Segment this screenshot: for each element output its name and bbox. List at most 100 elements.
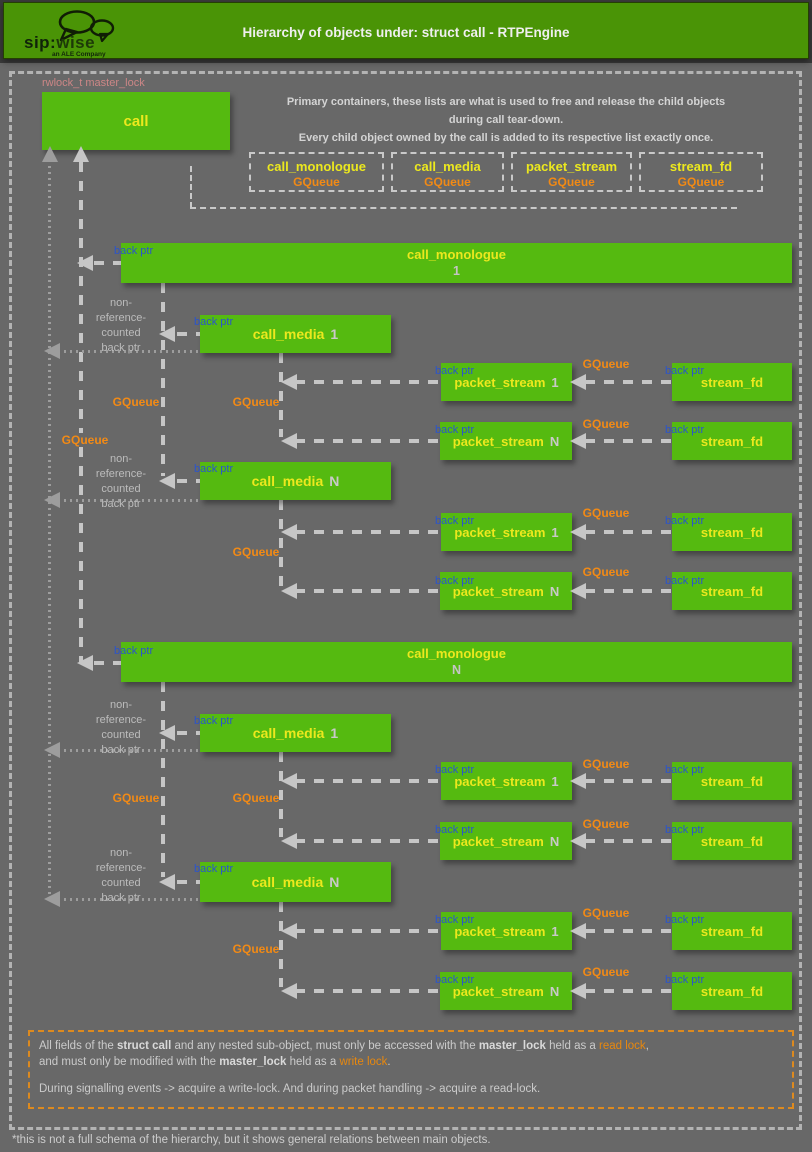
- stream-fd-box: stream_fd: [672, 822, 792, 860]
- non-ref-counted-backptr-label: non- reference- counted back ptr: [95, 847, 147, 904]
- left-arrow: [281, 524, 297, 540]
- gqueue-label: GQueue: [582, 757, 630, 771]
- median-streams-gqueue-line: [279, 500, 283, 587]
- backptr-dash: [94, 261, 121, 265]
- gqueue-label: GQueue: [582, 965, 630, 979]
- left-arrow: [570, 583, 586, 599]
- nonref-backptr-line: [52, 898, 200, 901]
- nonref-backptr-line: [52, 350, 200, 353]
- back-ptr-label: back ptr: [435, 365, 475, 377]
- left-arrow: [281, 433, 297, 449]
- packet-stream-n-box: packet_stream N: [440, 422, 572, 460]
- containers-bracket-vertical: [190, 166, 192, 208]
- back-ptr-label: back ptr: [114, 245, 154, 257]
- call-monologue-n-bar: call_monologue N: [121, 642, 792, 682]
- left-arrow: [159, 874, 175, 890]
- logo-subtitle: an ALE Company: [52, 51, 106, 58]
- gqueue-label: GQueue: [232, 942, 280, 956]
- backptr-dash: [177, 479, 200, 483]
- median-streams-gqueue-line: [279, 902, 283, 987]
- gqueue-label: GQueue: [232, 545, 280, 559]
- locking-rules-note: All fields of the struct call and any ne…: [28, 1030, 794, 1109]
- backptr-dash: [177, 880, 200, 884]
- back-ptr-label: back ptr: [665, 575, 705, 587]
- backptr-dash: [94, 661, 121, 665]
- left-arrow: [570, 374, 586, 390]
- stream-fd-box: stream_fd: [672, 422, 792, 460]
- nonref-backptr-line: [52, 499, 200, 502]
- call-monologues-gqueue-line: [79, 162, 83, 663]
- page-title: Hierarchy of objects under: struct call …: [242, 25, 570, 40]
- streamfd-gqueue-line: [585, 380, 672, 384]
- stream-backptr-line: [295, 380, 440, 384]
- containers-bracket-horizontal: [190, 207, 737, 209]
- nonref-backptr-vertical-line: [48, 160, 51, 900]
- back-ptr-label: back ptr: [435, 824, 475, 836]
- back-ptr-label: back ptr: [665, 515, 705, 527]
- stream-fd-box: stream_fd: [672, 513, 792, 551]
- monologuen-medias-gqueue-line: [161, 682, 165, 877]
- packet-stream-1-box: packet_stream 1: [441, 912, 572, 950]
- back-ptr-label: back ptr: [435, 974, 475, 986]
- back-ptr-label: back ptr: [114, 645, 154, 657]
- left-arrow: [44, 343, 60, 359]
- gqueue-label: GQueue: [582, 506, 630, 520]
- gqueue-label: GQueue: [582, 906, 630, 920]
- backptr-dash: [177, 731, 200, 735]
- backptr-dash: [177, 332, 200, 336]
- packet-stream-n-box: packet_stream N: [440, 972, 572, 1010]
- back-ptr-label: back ptr: [435, 764, 475, 776]
- packet-stream-1-box: packet_stream 1: [441, 762, 572, 800]
- left-arrow: [570, 833, 586, 849]
- packet-stream-1-box: packet_stream 1: [441, 363, 572, 401]
- stream-backptr-line: [295, 530, 440, 534]
- left-arrow: [570, 433, 586, 449]
- container-packet_stream: packet_stream GQueue: [511, 152, 632, 192]
- back-ptr-label: back ptr: [665, 974, 705, 986]
- header: sip:wise an ALE Company Hierarchy of obj…: [3, 2, 809, 59]
- up-arrow: [73, 146, 89, 162]
- call-media-n-box: call_media N: [200, 462, 391, 500]
- gqueue-label: GQueue: [582, 565, 630, 579]
- streamfd-gqueue-line: [585, 929, 672, 933]
- left-arrow: [159, 326, 175, 342]
- gqueue-label: GQueue: [582, 417, 630, 431]
- speech-bubbles-icon: [58, 10, 115, 43]
- container-call_media: call_media GQueue: [391, 152, 504, 192]
- container-call_monologue: call_monologue GQueue: [249, 152, 384, 192]
- streamfd-gqueue-line: [585, 530, 672, 534]
- back-ptr-label: back ptr: [665, 764, 705, 776]
- stream-fd-box: stream_fd: [672, 972, 792, 1010]
- stream-fd-box: stream_fd: [672, 363, 792, 401]
- back-ptr-label: back ptr: [665, 365, 705, 377]
- left-arrow: [281, 833, 297, 849]
- stream-backptr-line: [295, 839, 440, 843]
- call-box: call: [42, 92, 230, 150]
- left-arrow: [570, 524, 586, 540]
- stream-backptr-line: [295, 439, 440, 443]
- stream-backptr-line: [295, 589, 440, 593]
- packet-stream-1-box: packet_stream 1: [441, 513, 572, 551]
- back-ptr-label: back ptr: [435, 424, 475, 436]
- container-stream_fd: stream_fd GQueue: [639, 152, 763, 192]
- gqueue-label: GQueue: [582, 357, 630, 371]
- stream-fd-box: stream_fd: [672, 912, 792, 950]
- left-arrow: [44, 492, 60, 508]
- gqueue-label: GQueue: [58, 433, 112, 447]
- left-arrow: [281, 983, 297, 999]
- left-arrow: [281, 923, 297, 939]
- streamfd-gqueue-line: [585, 439, 672, 443]
- back-ptr-label: back ptr: [665, 824, 705, 836]
- left-arrow: [77, 255, 93, 271]
- left-arrow: [44, 891, 60, 907]
- streamfd-gqueue-line: [585, 839, 672, 843]
- gqueue-label: GQueue: [232, 791, 280, 805]
- rwlock-master-lock-label: rwlock_t master_lock: [42, 77, 145, 89]
- left-arrow: [570, 773, 586, 789]
- non-ref-counted-backptr-label: non- reference- counted back ptr: [95, 297, 147, 354]
- sipwise-logo: sip:wise an ALE Company: [22, 5, 142, 59]
- back-ptr-label: back ptr: [435, 515, 475, 527]
- streamfd-gqueue-line: [585, 989, 672, 993]
- left-arrow: [570, 983, 586, 999]
- gqueue-label: GQueue: [232, 395, 280, 409]
